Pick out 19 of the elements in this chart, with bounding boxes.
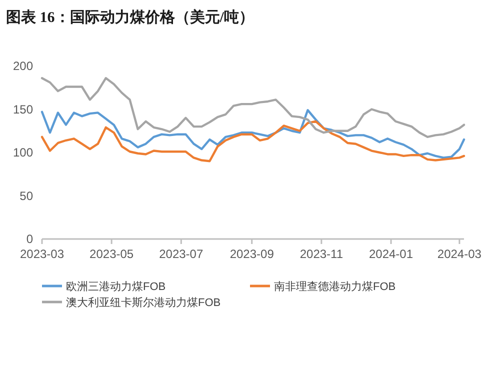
x-tick-label: 2024-01 <box>368 247 414 261</box>
legend-label: 南非理查德港动力煤FOB <box>274 280 396 293</box>
chart-title: 图表 16：国际动力煤价格（美元/吨） <box>6 8 254 26</box>
x-tick-label: 2023-03 <box>20 247 64 261</box>
legend-label: 澳大利亚纽卡斯尔港动力煤FOB <box>66 296 221 309</box>
x-tick-label: 2023-11 <box>300 247 344 261</box>
line-series <box>40 120 466 162</box>
y-tick-label: 50 <box>20 188 34 203</box>
legend-label: 欧洲三港动力煤FOB <box>66 280 166 293</box>
x-tick-label: 2023-07 <box>159 247 204 261</box>
y-tick-label: 100 <box>12 146 34 160</box>
y-tick-label: 150 <box>12 102 34 116</box>
y-tick-label: 0 <box>26 232 34 246</box>
line-series <box>40 77 466 138</box>
line-series <box>40 109 466 159</box>
x-tick-label: 2023-09 <box>230 247 274 261</box>
x-tick-label: 2024-03 <box>437 247 482 261</box>
y-tick-label: 200 <box>12 59 34 73</box>
x-tick-label: 2023-05 <box>90 247 134 261</box>
